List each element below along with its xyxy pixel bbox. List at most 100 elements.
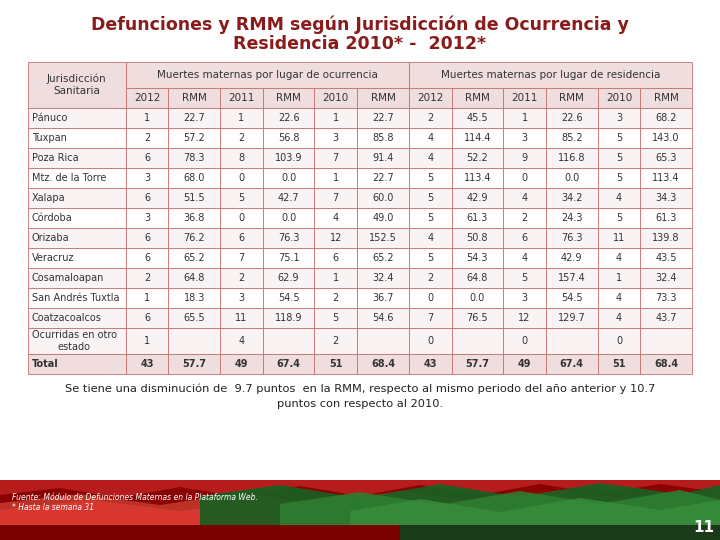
Bar [220, 308, 263, 328]
Text: Se tiene una disminución de  9.7 puntos  en la RMM, respecto al mismo periodo de: Se tiene una disminución de 9.7 puntos e… [65, 384, 655, 409]
Bar [640, 308, 692, 328]
Bar [220, 228, 263, 248]
Bar [451, 208, 503, 228]
Text: 75.1: 75.1 [278, 253, 300, 263]
Bar [28, 288, 125, 308]
Text: 36.8: 36.8 [184, 213, 205, 223]
Text: 22.7: 22.7 [184, 113, 205, 123]
Bar [357, 228, 409, 248]
Polygon shape [350, 498, 720, 540]
Bar [451, 354, 503, 374]
Bar [409, 88, 451, 108]
Text: 85.2: 85.2 [561, 133, 582, 143]
Text: 2: 2 [521, 213, 528, 223]
Text: Total: Total [32, 359, 59, 369]
Polygon shape [0, 484, 720, 540]
Bar [640, 268, 692, 288]
Text: 85.8: 85.8 [372, 133, 394, 143]
Bar [220, 88, 263, 108]
Bar [598, 108, 640, 128]
Bar [28, 308, 125, 328]
Text: 42.7: 42.7 [278, 193, 300, 203]
Polygon shape [200, 483, 720, 540]
Bar [546, 328, 598, 354]
Text: 3: 3 [616, 113, 622, 123]
Text: 1: 1 [238, 113, 244, 123]
Bar [315, 188, 357, 208]
Bar [503, 88, 546, 108]
Text: 54.6: 54.6 [372, 313, 394, 323]
Text: 6: 6 [144, 193, 150, 203]
Text: 43: 43 [140, 359, 153, 369]
Bar [263, 328, 315, 354]
Text: 32.4: 32.4 [372, 273, 394, 283]
Bar [546, 208, 598, 228]
Text: 68.2: 68.2 [655, 113, 677, 123]
Bar [598, 354, 640, 374]
Text: 11: 11 [613, 233, 625, 243]
Bar [357, 108, 409, 128]
Bar [28, 188, 125, 208]
Bar [168, 248, 220, 268]
Text: 118.9: 118.9 [275, 313, 302, 323]
Bar [220, 248, 263, 268]
Text: 4: 4 [521, 193, 528, 203]
Text: 65.2: 65.2 [184, 253, 205, 263]
Bar [315, 268, 357, 288]
Text: 6: 6 [144, 233, 150, 243]
Bar [125, 108, 168, 128]
Text: 65.5: 65.5 [184, 313, 205, 323]
Bar [409, 148, 451, 168]
Text: 67.4: 67.4 [276, 359, 300, 369]
Text: 1: 1 [616, 273, 622, 283]
Bar [28, 208, 125, 228]
Text: 49.0: 49.0 [372, 213, 394, 223]
Text: 0: 0 [238, 173, 244, 183]
Text: 0.0: 0.0 [564, 173, 580, 183]
Bar [263, 188, 315, 208]
Bar [451, 328, 503, 354]
Bar [451, 108, 503, 128]
Text: 152.5: 152.5 [369, 233, 397, 243]
Text: 3: 3 [333, 133, 339, 143]
Text: 49: 49 [235, 359, 248, 369]
Text: 4: 4 [427, 133, 433, 143]
Bar [598, 228, 640, 248]
Bar [315, 168, 357, 188]
Bar [409, 62, 692, 88]
Text: 2: 2 [144, 273, 150, 283]
Bar [220, 354, 263, 374]
Text: 2: 2 [427, 273, 433, 283]
Text: 9: 9 [521, 153, 528, 163]
Text: 2: 2 [427, 113, 433, 123]
Bar [125, 188, 168, 208]
Bar [409, 268, 451, 288]
Bar [503, 328, 546, 354]
Bar [220, 268, 263, 288]
Bar [125, 268, 168, 288]
Text: 43.5: 43.5 [655, 253, 677, 263]
Bar [357, 188, 409, 208]
Text: 4: 4 [616, 193, 622, 203]
Text: 0: 0 [616, 336, 622, 346]
Bar [451, 168, 503, 188]
Text: Residencia 2010* -  2012*: Residencia 2010* - 2012* [233, 35, 487, 53]
Text: 49: 49 [518, 359, 531, 369]
Bar [546, 188, 598, 208]
Bar [598, 328, 640, 354]
Bar [503, 168, 546, 188]
Text: 1: 1 [333, 273, 339, 283]
Text: 6: 6 [333, 253, 339, 263]
Text: Tuxpan: Tuxpan [32, 133, 67, 143]
Bar [220, 208, 263, 228]
Text: 113.4: 113.4 [652, 173, 680, 183]
Bar [168, 228, 220, 248]
Text: Veracruz: Veracruz [32, 253, 74, 263]
Text: 139.8: 139.8 [652, 233, 680, 243]
Bar [263, 288, 315, 308]
Bar [357, 208, 409, 228]
Text: 76.2: 76.2 [184, 233, 205, 243]
Bar [598, 88, 640, 108]
Text: 65.3: 65.3 [655, 153, 677, 163]
Bar [28, 248, 125, 268]
